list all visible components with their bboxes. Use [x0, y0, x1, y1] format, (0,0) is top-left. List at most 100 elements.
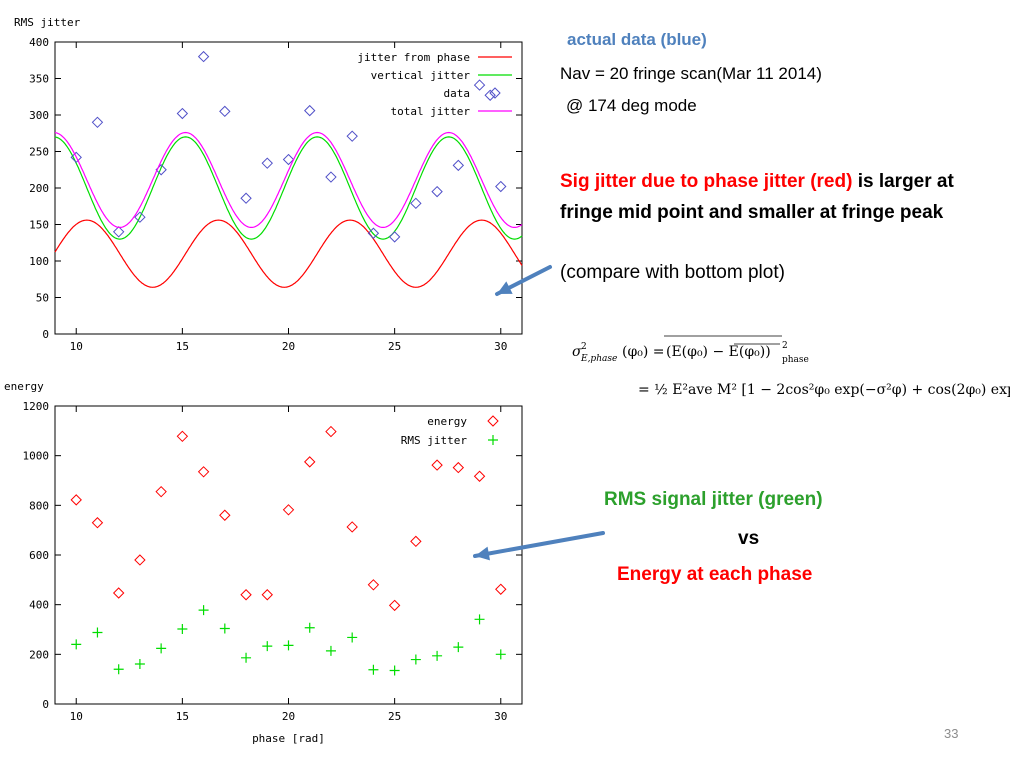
- x-axis-label: phase [rad]: [252, 732, 325, 745]
- legend-label: energy: [427, 415, 467, 428]
- y-tick-label: 1200: [23, 400, 50, 413]
- data-point: [112, 226, 125, 238]
- formula-line-1: σ 2 E,phase (φ₀) = (E(φ₀) − E(φ₀)) 2 pha…: [572, 335, 809, 365]
- x-tick-label: 10: [70, 710, 83, 723]
- annotation-arrows: [473, 265, 605, 561]
- y-tick-label: 350: [29, 73, 49, 86]
- energy-point: [261, 589, 273, 601]
- y-tick-label: 0: [42, 698, 49, 711]
- legend-label: data: [444, 87, 471, 100]
- x-tick-label: 20: [282, 710, 295, 723]
- formula-line-2: = ½ E²ave M² [1 − 2cos²φ₀ exp(−σ²φ) + co…: [638, 382, 1010, 398]
- note-compare: (compare with bottom plot): [560, 262, 785, 283]
- data-point: [261, 157, 273, 169]
- energy-point: [452, 461, 465, 474]
- plot-frame: [54, 41, 523, 335]
- energy-point: [240, 589, 252, 601]
- legend-label: vertical jitter: [371, 69, 471, 82]
- energy-point: [367, 579, 380, 591]
- data-point: [431, 185, 443, 198]
- rms-jitter-point: [92, 627, 103, 638]
- formula-rhs-sup: 2: [782, 341, 788, 351]
- data-point: [452, 159, 465, 172]
- formula-lhs-sub: E,phase: [580, 354, 617, 364]
- note-energy: Energy at each phase: [617, 564, 813, 585]
- rms-jitter-point: [283, 640, 294, 651]
- legend-swatch: [488, 435, 498, 445]
- legend-swatch: [489, 87, 501, 99]
- note-rms-signal: RMS signal jitter (green): [604, 489, 823, 510]
- rms-jitter-point: [389, 665, 400, 676]
- y-tick-label: 100: [29, 255, 49, 268]
- x-tick-label: 15: [176, 710, 189, 723]
- energy-point: [388, 599, 401, 612]
- rms-jitter-point: [410, 654, 421, 665]
- rms-jitter-point: [325, 645, 336, 656]
- rms-jitter-point: [219, 623, 230, 634]
- energy-point: [197, 466, 210, 478]
- data-point: [367, 227, 380, 239]
- energy-point: [473, 470, 486, 482]
- rms-jitter-point: [113, 664, 124, 675]
- energy-chart: 10 15 20 25 30 0 200 400 600 800 1000 1200 energy pha…: [4, 380, 523, 745]
- energy-point: [176, 430, 189, 443]
- rms-jitter-point: [453, 642, 464, 653]
- energy-point: [91, 517, 104, 529]
- y-axis-label: RMS jitter: [14, 16, 81, 29]
- formula-line-2-text: = ½ E²ave M² [1 − 2cos²φ₀ exp(−σ²φ) + co…: [638, 382, 1010, 398]
- data-point: [176, 107, 189, 120]
- y-axis-label: energy: [4, 380, 44, 393]
- series-jitter-from-phase-line: [54, 219, 523, 288]
- data-point: [240, 192, 252, 204]
- rms-jitter-point: [156, 643, 167, 654]
- y-tick-label: 200: [29, 648, 49, 661]
- rms-jitter-point: [368, 664, 379, 675]
- y-tick-label: 150: [29, 219, 49, 232]
- energy-point: [282, 504, 295, 516]
- arrow-to-top-plot-head: [497, 281, 513, 294]
- series-vertical-jitter-line: [54, 136, 523, 240]
- energy-point: [325, 425, 337, 438]
- note-sig-jitter: Sig jitter due to phase jitter (red) is …: [560, 166, 980, 228]
- rms-jitter-point: [134, 659, 145, 670]
- y-tick-label: 200: [29, 182, 49, 195]
- data-point: [388, 231, 401, 243]
- y-tick-label: 0: [42, 328, 49, 341]
- formula-rhs-sub: phase: [782, 355, 809, 365]
- formula-lhs-sup: 2: [581, 342, 587, 352]
- data-point: [325, 171, 337, 183]
- rms-jitter-point: [495, 649, 506, 660]
- legend-swatch: [487, 415, 499, 427]
- rms-jitter-point: [304, 622, 315, 633]
- note-mode: @ 174 deg mode: [566, 96, 697, 115]
- rms-jitter-point: [71, 639, 82, 650]
- arrow-to-bottom-plot: [473, 531, 605, 558]
- energy-point: [495, 583, 507, 595]
- data-point: [410, 197, 422, 210]
- formula-lhs-arg: (φ₀) =: [622, 344, 665, 360]
- x-tick-label: 25: [388, 710, 401, 723]
- rms-jitter-point: [198, 605, 209, 616]
- data-point: [219, 105, 231, 118]
- data-point: [346, 130, 358, 142]
- energy-point: [219, 509, 231, 521]
- x-tick-label: 10: [70, 340, 83, 353]
- data-point: [473, 79, 486, 91]
- plot-frame: [54, 405, 523, 705]
- energy-point: [431, 459, 443, 471]
- legend-label: total jitter: [391, 105, 471, 118]
- legend-label: RMS jitter: [401, 434, 468, 447]
- data-point: [484, 89, 496, 101]
- data-point: [495, 180, 507, 193]
- y-tick-label: 400: [29, 36, 49, 49]
- jitter-formula: σ 2 E,phase (φ₀) = (E(φ₀) − E(φ₀)) 2 pha…: [572, 335, 1010, 398]
- energy-point: [70, 494, 82, 506]
- data-point: [91, 116, 104, 129]
- rms-jitter-point: [432, 650, 443, 661]
- page-number: 33: [944, 726, 959, 741]
- y-tick-label: 300: [29, 109, 49, 122]
- x-tick-label: 30: [494, 340, 507, 353]
- note-sig-rest: is larger at fringe mid point and smalle…: [560, 171, 954, 223]
- energy-point: [304, 456, 316, 468]
